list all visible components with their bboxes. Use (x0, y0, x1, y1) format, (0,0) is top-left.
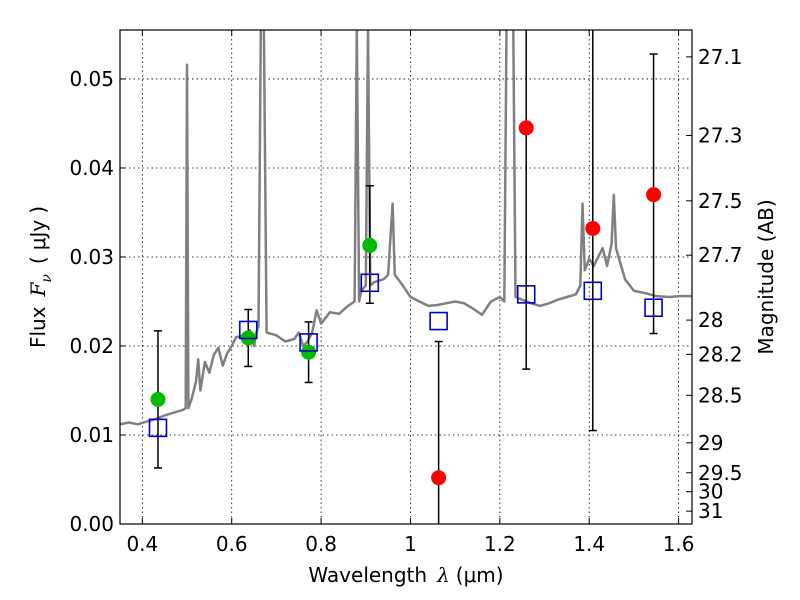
y-tick-label: 0.02 (69, 334, 114, 358)
model-photometry-square (516, 285, 536, 304)
x-tick-label: 0.8 (305, 532, 337, 556)
x-tick-label: 1 (404, 532, 417, 556)
x-tick-label: 0.6 (216, 532, 248, 556)
y-tick-label: 0.04 (69, 156, 114, 180)
model-photometry-square (644, 298, 663, 318)
nondetected-point (431, 470, 447, 486)
mag-tick-label: 27.1 (698, 45, 743, 69)
plot-frame (119, 29, 693, 525)
model-photometry-square (238, 320, 258, 340)
x-tick-label: 1.6 (663, 532, 695, 556)
model-photometry-square (299, 333, 318, 352)
mag-tick-label: 28.5 (698, 383, 743, 407)
detected-point (150, 391, 166, 407)
x-axis-title: Wavelength λ (μm) (308, 563, 503, 587)
mag-tick-label: 31 (698, 499, 723, 523)
nondetected-point (646, 187, 662, 203)
mag-tick-label: 27.7 (698, 243, 743, 267)
model-photometry-square (429, 311, 448, 331)
detected-point (362, 237, 378, 253)
axes: 0.4 0.6 0.8 1 1.2 1.4 1.6 0.00 0.01 0.02 0.03 0.04 0… (69, 30, 743, 556)
x-tick-label: 1.2 (484, 532, 516, 556)
detected-point (301, 344, 317, 360)
plot-area (120, 30, 692, 524)
mag-tick-label: 29 (698, 431, 723, 455)
y-tick-label: 0.01 (69, 423, 114, 447)
nondetected-point (585, 220, 601, 236)
model-spectrum-line (120, 30, 692, 426)
y2-axis-title: Magnitude (AB) (754, 199, 778, 354)
data-layer (120, 30, 692, 524)
y-tick-label: 0.03 (69, 245, 114, 269)
y-axis-title: FluxFν(μJy) (26, 206, 55, 348)
y-tick-label: 0.05 (69, 67, 114, 91)
model-photometry-square (360, 273, 380, 293)
model-photometry-square (148, 418, 168, 438)
x-tick-label: 1.4 (573, 532, 605, 556)
mag-tick-label: 28 (698, 308, 723, 332)
mag-tick-label: 29.5 (698, 461, 743, 485)
nondetected-point (518, 120, 534, 136)
x-tick-label: 0.4 (126, 532, 158, 556)
y-tick-label: 0.00 (69, 512, 114, 536)
mag-tick-label: 27.3 (698, 123, 743, 147)
mag-tick-label: 28.2 (698, 342, 743, 366)
model-photometry-square (583, 281, 603, 301)
mag-tick-label: 27.5 (698, 189, 743, 213)
mag-tick-label: 30 (698, 480, 723, 504)
